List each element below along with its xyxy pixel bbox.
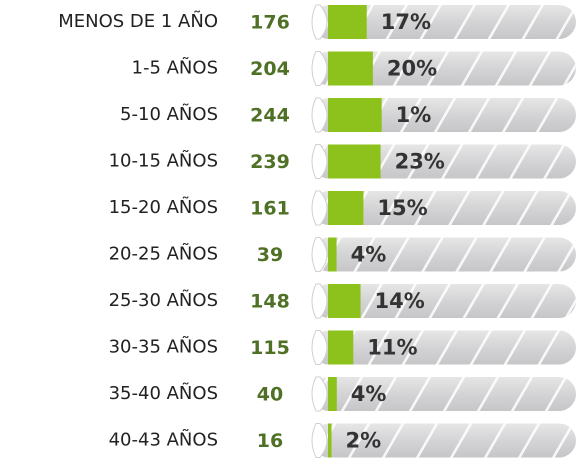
category-label: 35-40 AÑOS [109, 382, 218, 404]
category-label: 10-15 AÑOS [109, 150, 218, 172]
bar [328, 5, 367, 39]
percent-label: 11% [367, 336, 417, 360]
count-label: 115 [250, 337, 290, 359]
bar-cap [311, 376, 328, 412]
category-label: 25-30 AÑOS [109, 289, 218, 311]
percent-label: 1% [396, 103, 432, 127]
bar-stripes [312, 423, 576, 458]
bar [328, 284, 361, 318]
percent-label: 15% [377, 196, 427, 220]
bar-cap [311, 237, 328, 272]
bar [328, 191, 364, 225]
percent-label: 23% [395, 150, 445, 174]
category-label: 5-10 AÑOS [120, 103, 218, 125]
bar-stripes [312, 5, 576, 39]
count-label: 239 [250, 151, 290, 173]
bar-cap [311, 51, 328, 86]
bar [328, 330, 354, 365]
count-label: 39 [257, 244, 283, 266]
count-label: 176 [250, 12, 290, 34]
percent-label: 2% [346, 429, 382, 453]
percent-label: 4% [351, 243, 387, 267]
bar-stripes [312, 377, 576, 411]
percent-label: 14% [375, 289, 425, 313]
category-label: 30-35 AÑOS [109, 336, 218, 358]
bar-stripes [312, 330, 576, 365]
bar [328, 423, 332, 458]
category-label: 40-43 AÑOS [109, 429, 218, 451]
count-label: 244 [250, 105, 290, 127]
bar [328, 144, 381, 179]
percent-label: 20% [387, 57, 437, 81]
percent-label: 17% [381, 10, 431, 34]
percent-label: 4% [351, 382, 387, 406]
bar [328, 237, 337, 272]
bar-stripes [312, 237, 576, 272]
count-label: 204 [250, 58, 290, 80]
bar-cap [311, 423, 328, 458]
bar-cap [311, 190, 328, 226]
count-label: 40 [257, 384, 283, 406]
category-label: 20-25 AÑOS [109, 243, 218, 265]
bar-stripes [312, 51, 576, 86]
bar-cap [311, 283, 328, 319]
bar-cap [311, 97, 328, 133]
category-label: 15-20 AÑOS [109, 196, 218, 218]
category-label: MENOS DE 1 AÑO [58, 10, 218, 32]
bar [328, 377, 337, 411]
bar-cap [311, 330, 328, 365]
bar-cap [311, 4, 328, 40]
count-label: 16 [257, 430, 283, 452]
bar-stripes [312, 284, 576, 318]
bar [328, 98, 382, 132]
count-label: 148 [250, 291, 290, 313]
count-label: 161 [250, 198, 290, 220]
bar-cap [311, 144, 328, 179]
bar [328, 51, 373, 86]
category-label: 1-5 AÑOS [132, 57, 219, 79]
bar-stripes [312, 191, 576, 225]
